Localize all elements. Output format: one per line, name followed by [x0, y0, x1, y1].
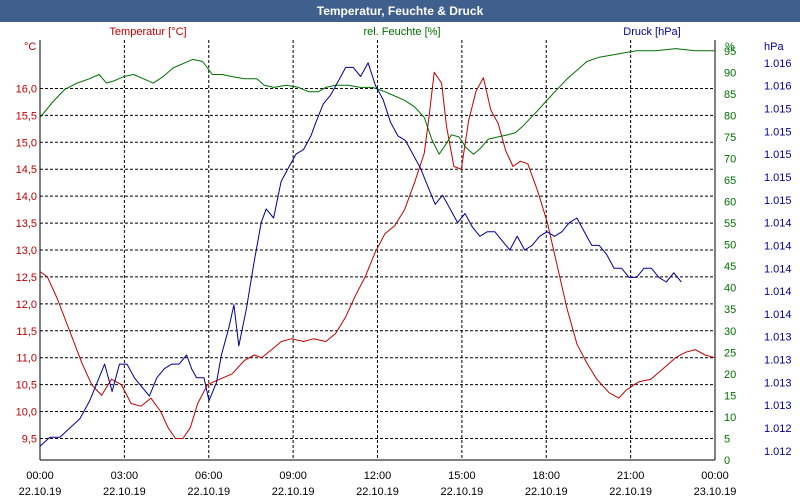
axis-unit-pressure: hPa: [764, 41, 784, 53]
pressure-tick-label: 1.013: [764, 400, 792, 412]
x-tick-time: 18:00: [532, 470, 560, 482]
x-tick-date: 23.10.19: [694, 486, 737, 498]
humidity-tick-label: 80: [724, 110, 736, 122]
pressure-tick-label: 1.015: [764, 126, 792, 138]
pressure-tick-label: 1.015: [764, 172, 792, 184]
temperature-tick-label: 16,0: [16, 83, 37, 95]
pressure-tick-label: 1.014: [764, 218, 792, 230]
x-tick-date: 22.10.19: [440, 486, 483, 498]
humidity-tick-label: 85: [724, 89, 736, 101]
humidity-tick-label: 10: [724, 412, 736, 424]
series-line-pressure: [39, 62, 682, 447]
x-tick-time: 21:00: [617, 470, 645, 482]
x-tick-time: 15:00: [448, 470, 476, 482]
pressure-tick-label: 1.014: [764, 309, 792, 321]
x-tick-time: 03:00: [111, 470, 139, 482]
pressure-ticks: 1.016 1.016 1.015 1.015 1.015 1.015 1.015 1.014…: [764, 58, 792, 458]
axis-label-temperature: Temperatur [°C]: [109, 26, 186, 38]
pressure-tick-label: 1.013: [764, 332, 792, 344]
x-tick-time: 06:00: [195, 470, 223, 482]
humidity-tick-label: 45: [724, 261, 736, 273]
temperature-tick-label: 10,5: [16, 380, 37, 392]
x-tick-date: 22.10.19: [525, 486, 568, 498]
x-tick-date: 22.10.19: [356, 486, 399, 498]
temperature-tick-label: 15,5: [16, 110, 37, 122]
humidity-tick-label: 55: [724, 218, 736, 230]
x-tick-date: 22.10.19: [103, 486, 146, 498]
pressure-tick-label: 1.013: [764, 355, 792, 367]
x-ticks: 00:00 22.10.19 03:00 22.10.19 06:00 22.10.19 0…: [19, 470, 737, 498]
humidity-tick-label: 90: [724, 67, 736, 79]
humidity-tick-label: 35: [724, 304, 736, 316]
pressure-tick-label: 1.012: [764, 423, 792, 435]
series-layer: [39, 48, 716, 447]
temperature-tick-label: 13,5: [16, 218, 37, 230]
temperature-tick-label: 12,5: [16, 272, 37, 284]
axis-unit-humidity: %: [725, 41, 735, 53]
humidity-tick-label: 70: [724, 153, 736, 165]
humidity-tick-label: 75: [724, 132, 736, 144]
series-line-humidity: [39, 48, 715, 155]
x-tick-time: 09:00: [279, 470, 307, 482]
humidity-tick-label: 65: [724, 175, 736, 187]
humidity-tick-label: 15: [724, 390, 736, 402]
temperature-tick-label: 11,5: [16, 326, 37, 338]
temperature-ticks: 16,0 15,5 15,0 14,5 14,0 13,5 13,0 12,5 12,0 11,5…: [16, 83, 37, 445]
temperature-tick-label: 15,0: [16, 137, 37, 149]
pressure-tick-label: 1.015: [764, 149, 792, 161]
pressure-tick-label: 1.013: [764, 377, 792, 389]
temperature-tick-label: 12,0: [16, 299, 37, 311]
x-tick-date: 22.10.19: [272, 486, 315, 498]
temperature-tick-label: 14,0: [16, 191, 37, 203]
temperature-tick-label: 11,0: [16, 353, 37, 365]
x-tick-date: 22.10.19: [609, 486, 652, 498]
temperature-tick-label: 13,0: [16, 245, 37, 257]
humidity-tick-label: 40: [724, 283, 736, 295]
pressure-tick-label: 1.012: [764, 446, 792, 458]
pressure-tick-label: 1.014: [764, 286, 792, 298]
temperature-tick-label: 9,5: [22, 433, 37, 445]
temperature-tick-label: 10,0: [16, 407, 37, 419]
axis-label-humidity: rel. Feuchte [%]: [363, 26, 440, 38]
humidity-tick-label: 25: [724, 347, 736, 359]
grid: [40, 40, 715, 460]
pressure-tick-label: 1.015: [764, 195, 792, 207]
pressure-tick-label: 1.014: [764, 263, 792, 275]
pressure-tick-label: 1.014: [764, 240, 792, 252]
chart-title: Temperatur, Feuchte & Druck: [0, 0, 800, 22]
axis-label-pressure: Druck [hPa]: [623, 26, 680, 38]
humidity-tick-label: 50: [724, 240, 736, 252]
temperature-tick-label: 14,5: [16, 164, 37, 176]
x-tick-date: 22.10.19: [19, 486, 62, 498]
axis-unit-temperature: °C: [24, 41, 36, 53]
x-tick-time: 00:00: [701, 470, 729, 482]
pressure-tick-label: 1.016: [764, 81, 792, 93]
humidity-tick-label: 5: [724, 433, 730, 445]
humidity-tick-label: 30: [724, 326, 736, 338]
pressure-tick-label: 1.016: [764, 58, 792, 70]
humidity-tick-label: 20: [724, 369, 736, 381]
humidity-tick-label: 60: [724, 197, 736, 209]
pressure-tick-label: 1.015: [764, 103, 792, 115]
humidity-tick-label: 0: [724, 455, 730, 467]
x-tick-time: 12:00: [364, 470, 392, 482]
humidity-tick-label: 95: [724, 46, 736, 58]
x-tick-date: 22.10.19: [187, 486, 230, 498]
x-tick-time: 00:00: [26, 470, 54, 482]
series-line-temperature: [39, 71, 716, 439]
